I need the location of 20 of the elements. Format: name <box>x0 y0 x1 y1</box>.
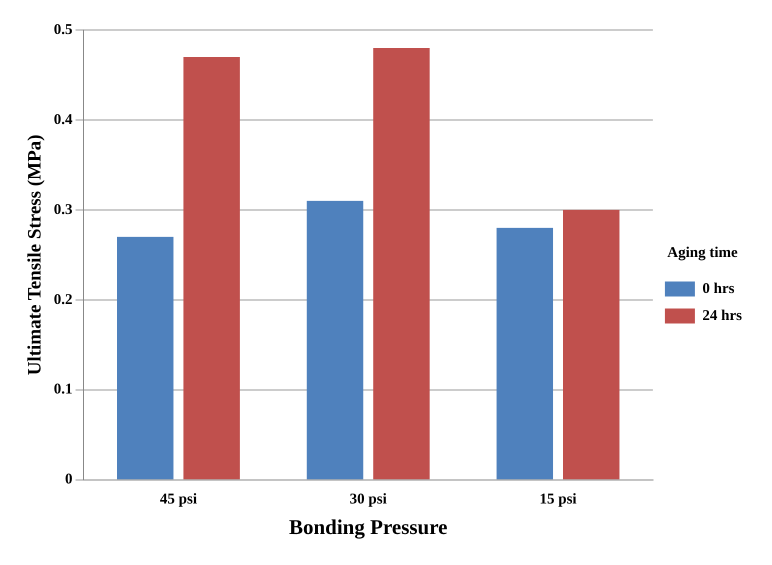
x-tick-label: 30 psi <box>350 492 387 508</box>
legend-label: 24 hrs <box>702 308 742 324</box>
bar <box>563 210 620 480</box>
y-tick-label: 0.5 <box>54 22 73 38</box>
x-axis-title: Bonding Pressure <box>288 514 448 539</box>
legend-title: Aging time <box>667 244 738 261</box>
x-tick-label: 15 psi <box>539 492 577 508</box>
bar <box>183 56 240 480</box>
y-tick-label: 0.3 <box>54 202 73 218</box>
y-tick-label: 0 <box>65 472 73 488</box>
bar <box>496 228 554 480</box>
legend-label: 0 hrs <box>702 280 735 297</box>
bar <box>306 200 364 480</box>
y-tick-label: 0.1 <box>54 382 73 398</box>
y-axis-title: Ultimate Tensile Stress (MPa) <box>24 134 46 376</box>
y-tick-label: 0.2 <box>54 292 73 308</box>
x-tick-label: 45 psi <box>160 492 197 508</box>
bar <box>117 236 174 480</box>
bar <box>373 48 430 480</box>
y-tick-label: 0.4 <box>54 112 74 128</box>
